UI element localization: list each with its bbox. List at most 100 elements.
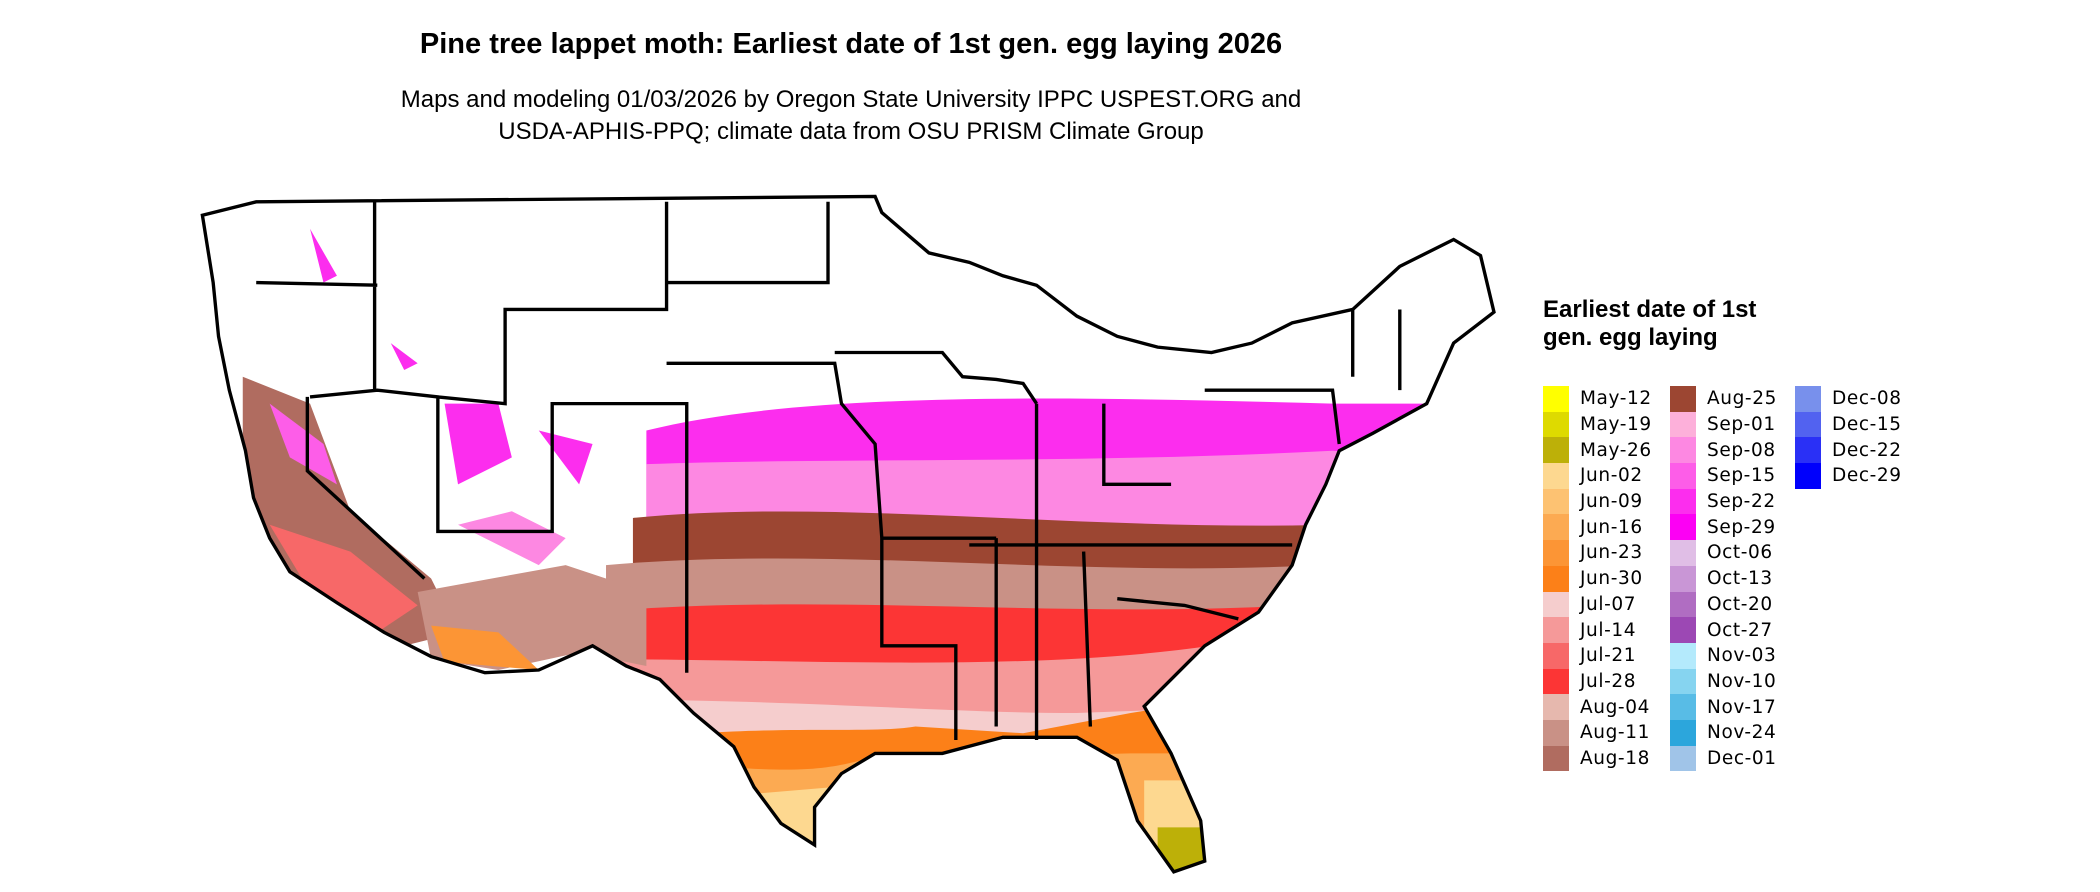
- legend-label: Sep-29: [1707, 516, 1776, 538]
- legend-label: Aug-11: [1580, 722, 1650, 744]
- legend-item: Sep-15: [1670, 463, 1777, 489]
- legend-label: Jul-14: [1580, 619, 1637, 641]
- legend-swatch: [1543, 565, 1569, 592]
- legend-swatch: [1543, 745, 1569, 772]
- legend-label: Sep-08: [1707, 439, 1776, 461]
- legend-item: Dec-22: [1795, 437, 1902, 464]
- legend-label: Sep-15: [1707, 465, 1776, 487]
- legend-swatch: [1670, 565, 1696, 592]
- legend-swatch: [1543, 514, 1569, 541]
- legend-label: Dec-15: [1832, 414, 1902, 436]
- legend-item: Sep-08: [1670, 437, 1777, 464]
- legend-item: May-26: [1543, 437, 1652, 464]
- map-title: Pine tree lappet moth: Earliest date of …: [419, 28, 1283, 60]
- legend-item: Nov-03: [1670, 642, 1777, 669]
- legend-label: May-12: [1580, 388, 1652, 410]
- legend-swatch: [1543, 668, 1569, 695]
- legend-item: Dec-29: [1795, 463, 1902, 489]
- legend-swatch: [1543, 617, 1569, 643]
- legend-column: Aug-25 Sep-01 Sep-08 Sep-15 Sep-22 Sep-29 Oct-…: [1670, 386, 1777, 772]
- legend-label: Aug-04: [1580, 696, 1650, 718]
- legend-title: Earliest date of 1st gen. egg laying: [1543, 296, 1757, 351]
- legend-swatch: [1543, 411, 1569, 438]
- legend-label: May-26: [1580, 439, 1652, 461]
- legend-label: Oct-27: [1707, 619, 1773, 641]
- legend-item: Jun-30: [1543, 565, 1652, 592]
- legend-label: Oct-20: [1707, 593, 1773, 615]
- legend-label: Nov-03: [1707, 645, 1777, 667]
- legend-swatch: [1543, 463, 1569, 489]
- legend-item: Jun-09: [1543, 488, 1652, 515]
- legend-swatch: [1795, 411, 1821, 438]
- legend-label: Jun-16: [1580, 516, 1643, 538]
- legend-swatch: [1670, 745, 1696, 772]
- legend-column: Dec-08 Dec-15 Dec-22 Dec-29: [1795, 386, 1902, 489]
- legend-label: Aug-25: [1707, 388, 1777, 410]
- legend-swatch: [1795, 463, 1821, 489]
- legend-label: Jul-07: [1580, 593, 1637, 615]
- legend-swatch: [1795, 386, 1821, 412]
- legend-swatch: [1670, 668, 1696, 695]
- legend-column: May-12 May-19 May-26 Jun-02 Jun-09 Jun-16 Jun-…: [1543, 386, 1652, 772]
- legend-item: Jun-16: [1543, 514, 1652, 541]
- legend-label: May-19: [1580, 414, 1652, 436]
- legend-label: Jun-30: [1580, 568, 1643, 590]
- legend-item: Aug-18: [1543, 745, 1652, 772]
- legend-swatch: [1543, 437, 1569, 464]
- legend-label: Jul-21: [1580, 645, 1637, 667]
- legend-item: Dec-08: [1795, 386, 1902, 412]
- legend-label: Nov-17: [1707, 696, 1777, 718]
- legend-item: Sep-22: [1670, 488, 1777, 515]
- map-subtitle-line1: Maps and modeling 01/03/2026 by Oregon S…: [400, 86, 1302, 113]
- legend-swatch: [1670, 591, 1696, 618]
- legend-label: Sep-22: [1707, 491, 1776, 513]
- legend-label: Aug-18: [1580, 747, 1650, 769]
- legend-item: Sep-01: [1670, 411, 1777, 438]
- legend-swatch: [1670, 540, 1696, 566]
- legend-label: Jun-23: [1580, 542, 1643, 564]
- legend-item: Jun-02: [1543, 463, 1652, 489]
- legend-item: May-19: [1543, 411, 1652, 438]
- legend-swatch: [1543, 642, 1569, 669]
- legend-swatch: [1670, 463, 1696, 489]
- legend-swatch: [1670, 488, 1696, 515]
- legend-item: Jun-23: [1543, 540, 1652, 566]
- legend-swatch: [1670, 411, 1696, 438]
- legend-swatch: [1670, 437, 1696, 464]
- legend-swatch: [1543, 591, 1569, 618]
- legend-swatch: [1670, 642, 1696, 669]
- legend-item: Jul-07: [1543, 591, 1652, 618]
- legend-swatch: [1543, 540, 1569, 566]
- legend-label: Jun-02: [1580, 465, 1643, 487]
- legend-label: Jun-09: [1580, 491, 1643, 513]
- legend-item: Dec-01: [1670, 745, 1777, 772]
- legend-item: Jul-21: [1543, 642, 1652, 669]
- legend-swatch: [1543, 488, 1569, 515]
- legend-item: Dec-15: [1795, 411, 1902, 438]
- legend-label: Dec-22: [1832, 439, 1902, 461]
- legend-label: Dec-08: [1832, 388, 1902, 410]
- legend-label: Nov-24: [1707, 722, 1777, 744]
- legend-swatch: [1795, 437, 1821, 464]
- legend-swatch: [1670, 719, 1696, 746]
- legend-item: Nov-10: [1670, 668, 1777, 695]
- legend-label: Oct-06: [1707, 542, 1773, 564]
- legend-swatch: [1670, 694, 1696, 720]
- legend-swatch: [1543, 694, 1569, 720]
- legend-swatch: [1670, 386, 1696, 412]
- legend-label: Oct-13: [1707, 568, 1773, 590]
- legend-swatch: [1543, 386, 1569, 412]
- legend-item: Aug-11: [1543, 719, 1652, 746]
- map-subtitle-line2: USDA-APHIS-PPQ; climate data from OSU PR…: [498, 118, 1204, 145]
- legend-label: Dec-29: [1832, 465, 1902, 487]
- legend-item: Nov-24: [1670, 719, 1777, 746]
- state-borders: [200, 194, 1496, 874]
- legend-item: Sep-29: [1670, 514, 1777, 541]
- legend-swatch: [1670, 514, 1696, 541]
- legend-label: Nov-10: [1707, 670, 1777, 692]
- legend-swatch: [1670, 617, 1696, 643]
- legend-item: Jul-14: [1543, 617, 1652, 643]
